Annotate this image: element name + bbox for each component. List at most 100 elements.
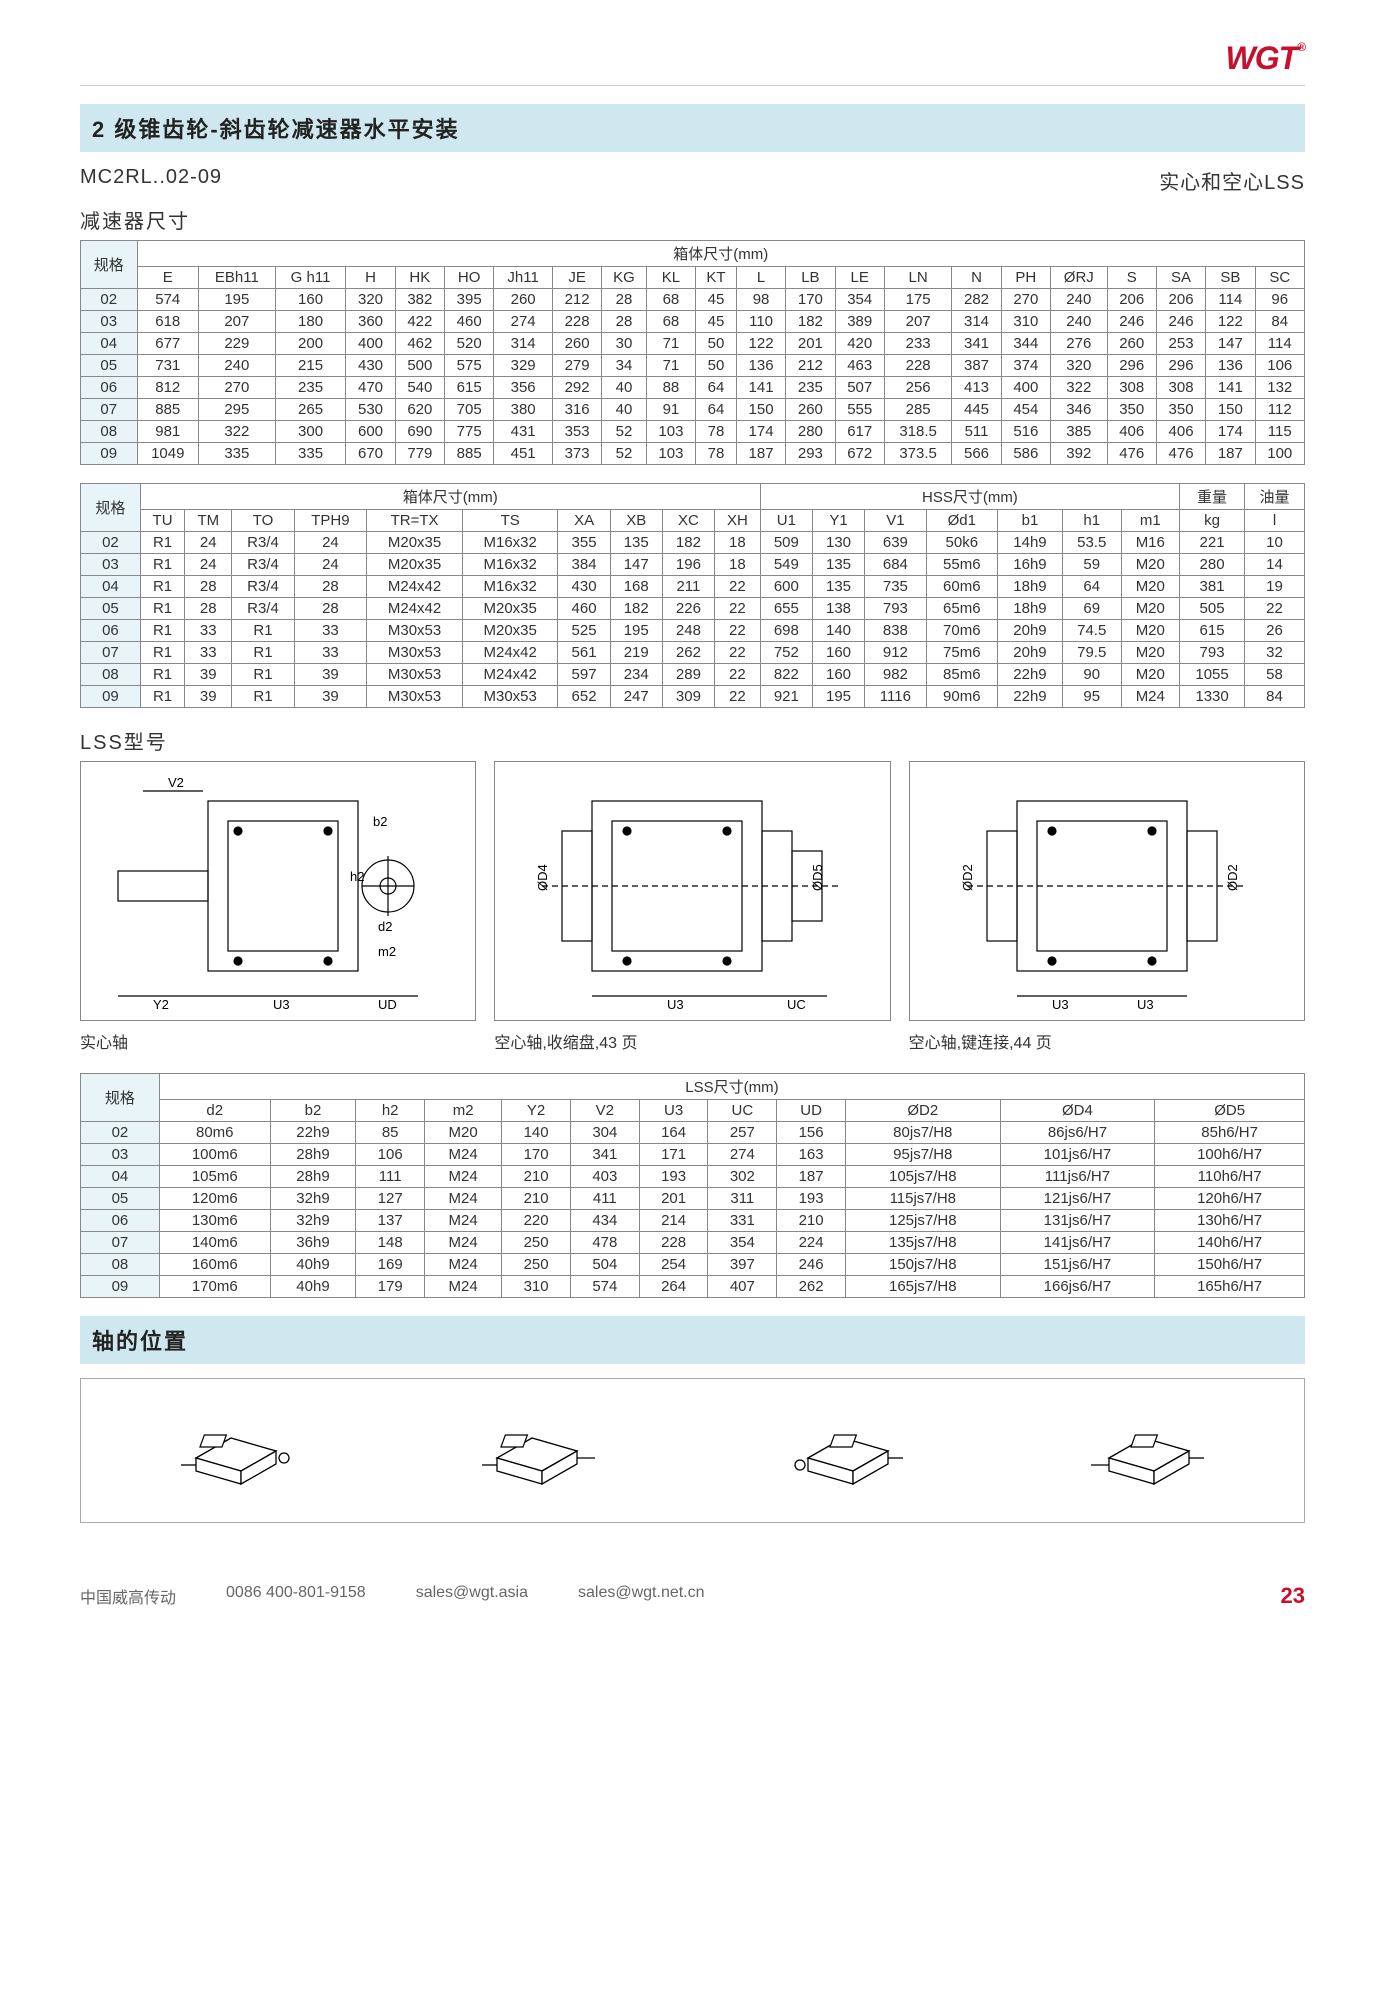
col-kg: kg (1180, 510, 1245, 532)
col-KG: KG (602, 267, 646, 289)
spec-col: 规格 (81, 241, 138, 289)
cell: R1 (232, 686, 294, 708)
cell: 270 (198, 377, 275, 399)
cell: 106 (356, 1144, 425, 1166)
col-KT: KT (696, 267, 737, 289)
footer-email2: sales@wgt.net.cn (578, 1584, 705, 1608)
header-rule (80, 85, 1305, 86)
caption-shrink: 空心轴,收缩盘,43 页 (494, 1029, 890, 1053)
cell: 04 (81, 333, 138, 355)
cell: 136 (1206, 355, 1255, 377)
cell: 32 (1245, 642, 1305, 664)
cell: 114 (1255, 333, 1304, 355)
col-EBh11: EBh11 (198, 267, 275, 289)
cell: 279 (552, 355, 601, 377)
cell: 670 (346, 443, 395, 465)
spec-col: 规格 (81, 484, 141, 532)
cell: 219 (610, 642, 662, 664)
cell: 140 (502, 1122, 571, 1144)
col-JE: JE (552, 267, 601, 289)
cell: 175 (884, 289, 951, 311)
diagram-solid-shaft: V2 b2 h2 d2 m2 Y2 U3 UD (80, 761, 476, 1021)
cell: 309 (662, 686, 714, 708)
lss-size-header: LSS尺寸(mm) (159, 1074, 1304, 1100)
cell: 354 (835, 289, 884, 311)
cell: 130m6 (159, 1210, 270, 1232)
cell: M24 (425, 1144, 502, 1166)
cell: 52 (602, 443, 646, 465)
cell: 28 (602, 311, 646, 333)
cell: 05 (81, 1188, 160, 1210)
cell: 615 (1180, 620, 1245, 642)
cell: R1 (140, 620, 184, 642)
cell: M20x35 (462, 620, 558, 642)
cell: M20 (1121, 576, 1180, 598)
cell: 196 (662, 554, 714, 576)
cell: 120m6 (159, 1188, 270, 1210)
col-ØD5: ØD5 (1155, 1100, 1305, 1122)
col-SB: SB (1206, 267, 1255, 289)
cell: 382 (395, 289, 444, 311)
cell: 304 (570, 1122, 639, 1144)
cell: 114 (1206, 289, 1255, 311)
cell: 100 (1255, 443, 1304, 465)
cell: 180 (275, 311, 346, 333)
table-row: 03R124R3/424M20x35M16x323841471961854913… (81, 554, 1305, 576)
cell: 413 (952, 377, 1001, 399)
cell: 137 (356, 1210, 425, 1232)
table-row: 04R128R3/428M24x42M16x324301682112260013… (81, 576, 1305, 598)
cell: 09 (81, 443, 138, 465)
cell: 140m6 (159, 1232, 270, 1254)
cell: M24 (425, 1254, 502, 1276)
cell: 254 (639, 1254, 708, 1276)
cell: 182 (610, 598, 662, 620)
cell: 195 (812, 686, 864, 708)
cell: 111js6/H7 (1000, 1166, 1155, 1188)
cell: 318.5 (884, 421, 951, 443)
cell: 64 (696, 399, 737, 421)
cell: 246 (1107, 311, 1156, 333)
cell: R1 (232, 620, 294, 642)
svg-text:U3: U3 (667, 997, 684, 1011)
cell: 253 (1156, 333, 1205, 355)
cell: 233 (884, 333, 951, 355)
cell: 08 (81, 421, 138, 443)
cell: M20 (1121, 642, 1180, 664)
col-m2: m2 (425, 1100, 502, 1122)
cell: 101js6/H7 (1000, 1144, 1155, 1166)
cell: 311 (708, 1188, 777, 1210)
cell: 68 (646, 289, 695, 311)
cell: 1116 (865, 686, 927, 708)
cell: 207 (198, 311, 275, 333)
col-ØRJ: ØRJ (1051, 267, 1108, 289)
cell: 504 (570, 1254, 639, 1276)
cell: 39 (185, 686, 232, 708)
cell: 262 (662, 642, 714, 664)
col-TPH9: TPH9 (294, 510, 367, 532)
cell: 52 (602, 421, 646, 443)
cell: 122 (736, 333, 785, 355)
cell: 234 (610, 664, 662, 686)
cell: 98 (736, 289, 785, 311)
footer-phone: 0086 400-801-9158 (226, 1584, 366, 1608)
cell: 22 (715, 664, 761, 686)
cell: 122 (1206, 311, 1255, 333)
table-box-size-2: 规格箱体尺寸(mm)HSS尺寸(mm)重量油量TUTMTOTPH9TR=TXTS… (80, 483, 1305, 708)
cell: 02 (81, 532, 141, 554)
cell: 235 (786, 377, 835, 399)
cell: 182 (786, 311, 835, 333)
cell: 18 (715, 532, 761, 554)
cell: 39 (294, 686, 367, 708)
cell: R3/4 (232, 576, 294, 598)
cell: 314 (952, 311, 1001, 333)
diagram-row: V2 b2 h2 d2 m2 Y2 U3 UD (80, 761, 1305, 1021)
table-row: 0788529526553062070538031640916415026055… (81, 399, 1305, 421)
col-b2: b2 (270, 1100, 356, 1122)
cell: 164 (639, 1122, 708, 1144)
cell: 240 (198, 355, 275, 377)
cell: 260 (1107, 333, 1156, 355)
col-XB: XB (610, 510, 662, 532)
svg-text:b2: b2 (373, 814, 387, 829)
cell: 302 (708, 1166, 777, 1188)
col-Jh11: Jh11 (494, 267, 553, 289)
